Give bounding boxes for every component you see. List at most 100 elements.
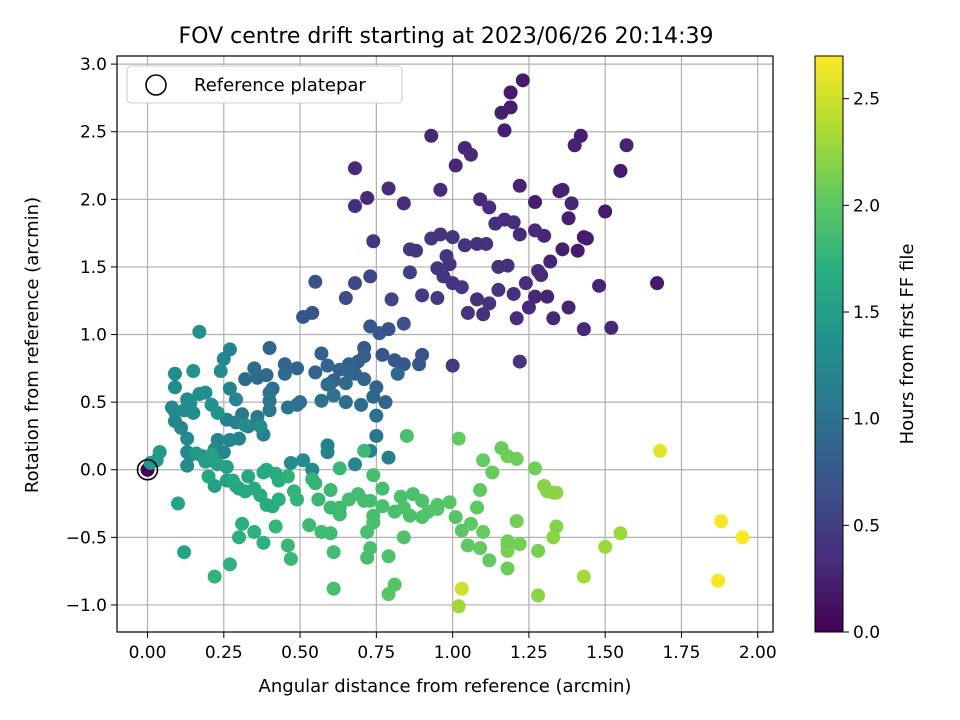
colorbar-label: Hours from first FF file — [897, 244, 918, 445]
scatter-point — [332, 461, 347, 476]
scatter-point — [280, 538, 295, 553]
scatter-point — [302, 518, 317, 533]
scatter-point — [320, 377, 335, 392]
x-axis-label: Angular distance from reference (arcmin) — [259, 676, 632, 697]
scatter-point — [381, 322, 396, 337]
scatter-point — [442, 495, 457, 510]
scatter-point — [180, 458, 195, 473]
scatter-point — [363, 493, 378, 508]
x-axis-ticks: 0.00 0.25 0.50 0.75 1.00 1.25 1.50 1.75 2.00 — [129, 632, 777, 663]
reference-platepar-marker — [136, 458, 159, 481]
scatter-point — [268, 519, 283, 534]
scatter-point — [384, 292, 399, 307]
scatter-point — [381, 549, 396, 564]
scatter-point — [512, 227, 527, 242]
scatter-point — [271, 492, 286, 507]
scatter-point — [506, 286, 521, 301]
scatter-point — [402, 265, 417, 280]
scatter-point — [360, 524, 375, 539]
scatter-point — [561, 211, 576, 226]
x-tick-label: 0.25 — [205, 643, 243, 663]
scatter-point — [509, 311, 524, 326]
scatter-point — [396, 530, 411, 545]
scatter-point — [171, 496, 186, 511]
scatter-point — [445, 358, 460, 373]
scatter-point — [192, 324, 207, 339]
scatter-point — [473, 483, 488, 498]
scatter-point — [247, 361, 262, 376]
scatter-point — [393, 489, 408, 504]
scatter-point — [653, 443, 668, 458]
scatter-point — [424, 128, 439, 143]
scatter-point — [290, 492, 305, 507]
scatter-point — [549, 519, 564, 534]
x-tick-label: 1.00 — [434, 643, 472, 663]
chart-title: FOV centre drift starting at 2023/06/26 … — [179, 24, 714, 49]
plot-frame — [116, 55, 774, 633]
colorbar-tick-label: 0.0 — [853, 623, 880, 643]
scatter-point — [503, 85, 518, 100]
scatter-point — [430, 291, 445, 306]
scatter-point — [308, 274, 323, 289]
scatter-point — [433, 182, 448, 197]
scatter-point — [714, 514, 729, 529]
scatter-point — [470, 236, 485, 251]
scatter-point — [241, 469, 256, 484]
scatter-point — [222, 381, 237, 396]
scatter-point — [613, 526, 628, 541]
scatter-point — [357, 443, 372, 458]
scatter-point — [531, 588, 546, 603]
scatter-point — [314, 346, 329, 361]
scatter-points — [136, 73, 750, 614]
scatter-point — [424, 231, 439, 246]
x-tick-label: 0.00 — [129, 643, 167, 663]
scatter-point — [283, 455, 298, 470]
scatter-point — [280, 469, 295, 484]
scatter-point — [222, 342, 237, 357]
scatter-point — [488, 216, 503, 231]
scatter-point — [280, 400, 295, 415]
scatter-point — [399, 428, 414, 443]
scatter-point — [167, 366, 182, 381]
scatter-point — [476, 307, 491, 322]
scatter-point — [561, 300, 576, 315]
scatter-point — [409, 243, 424, 258]
x-tick-label: 2.00 — [739, 643, 777, 663]
scatter-point — [604, 320, 619, 335]
scatter-point — [238, 418, 253, 433]
scatter-point — [201, 469, 216, 484]
scatter-point — [207, 569, 222, 584]
scatter-point — [183, 396, 198, 411]
scatter-point — [363, 541, 378, 556]
scatter-point — [598, 204, 613, 219]
scatter-point — [473, 192, 488, 207]
scatter-point — [491, 259, 506, 274]
scatter-point — [534, 268, 549, 283]
scatter-point — [189, 446, 204, 461]
scatter-point — [369, 380, 384, 395]
y-tick-label: 1.5 — [80, 258, 107, 278]
scatter-point — [512, 354, 527, 369]
scatter-point — [363, 269, 378, 284]
scatter-point — [470, 292, 485, 307]
scatter-point — [222, 433, 237, 447]
scatter-point — [186, 364, 201, 379]
scatter-point — [518, 276, 533, 291]
scatter-point — [415, 288, 430, 303]
scatter-point — [308, 365, 323, 380]
scatter-point — [500, 534, 515, 549]
colorbar: 0.0 0.5 1.0 1.5 2.0 2.5 Hours from first FF f… — [814, 55, 918, 643]
scatter-point — [326, 388, 341, 403]
y-tick-label: 2.5 — [80, 123, 107, 143]
scatter-point — [375, 347, 390, 362]
scatter-point — [531, 543, 546, 558]
scatter-point — [283, 551, 298, 566]
y-tick-label: 1.0 — [80, 326, 107, 346]
scatter-point — [460, 305, 475, 320]
scatter-point — [497, 123, 512, 138]
scatter-point — [320, 358, 335, 373]
scatter-point — [482, 200, 497, 215]
scatter-point — [277, 366, 292, 381]
scatter-point — [482, 296, 497, 311]
scatter-point — [546, 530, 561, 545]
